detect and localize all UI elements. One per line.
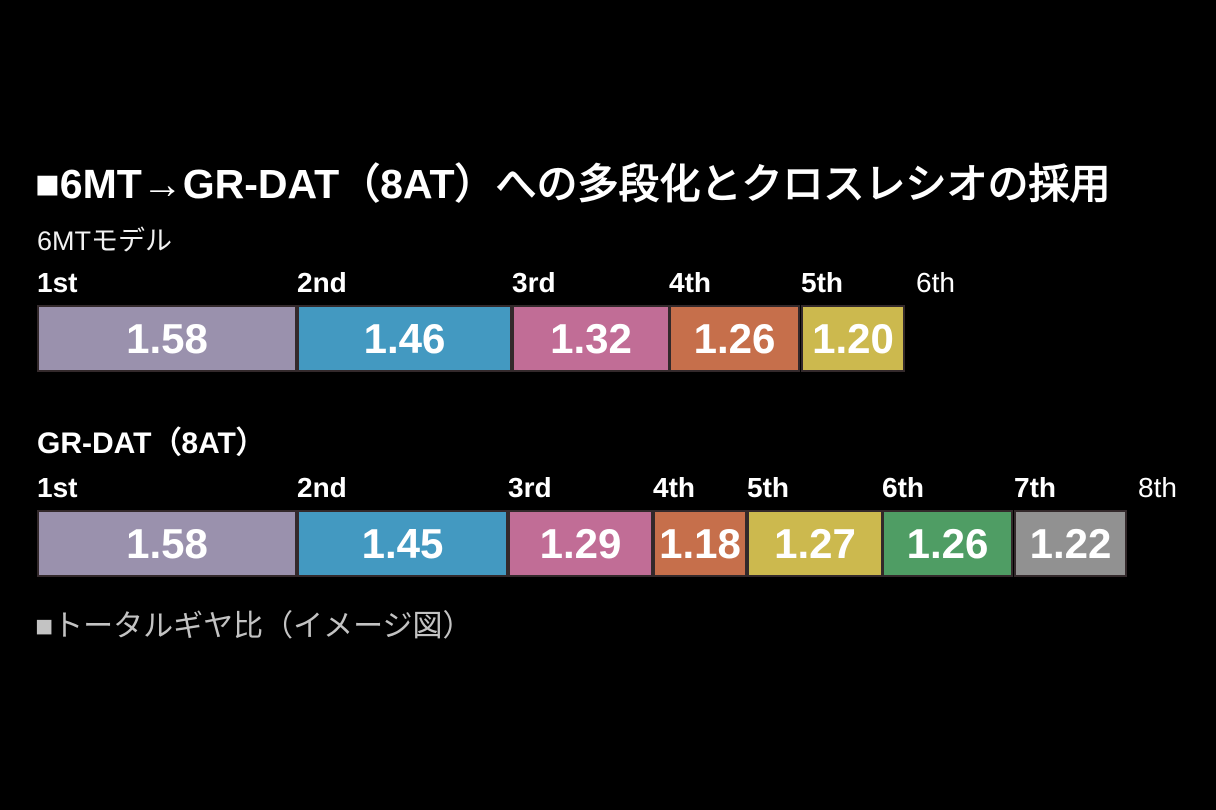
gear-label-1st: 1st	[37, 472, 78, 503]
gear-bar-row-6mt: 1st 1.58 2nd 1.46 3rd 1.32 4th 1.26 5th 1.20 6th	[37, 267, 1202, 379]
gear-step-ratio-value: 1.26	[693, 314, 776, 362]
gear-step-segment-4th: 1.18	[653, 510, 747, 577]
gear-step-ratio-value: 1.29	[539, 519, 622, 567]
gear-step-segment-5th: 1.27	[747, 510, 883, 577]
gear-label-5th: 5th	[801, 267, 843, 298]
gear-step-segment-2nd: 1.46	[297, 305, 512, 372]
gear-step-ratio-value: 1.20	[812, 314, 894, 362]
page-title: ■6MT→GR-DAT（8AT）への多段化とクロスレシオの採用	[35, 161, 1111, 207]
gear-step-segment-3rd: 1.29	[508, 510, 653, 577]
gear-bar-row-8at: 1st 1.58 2nd 1.45 3rd 1.29 4th 1.18 5th 1.27 6th 1.…	[37, 472, 1202, 584]
model-label-8at: GR-DAT（8AT）	[37, 427, 266, 460]
gear-step-ratio-value: 1.58	[126, 314, 208, 362]
gear-step-segment-2nd: 1.45	[297, 510, 508, 577]
gear-label-6th: 6th	[882, 472, 924, 503]
gear-step-ratio-value: 1.32	[550, 314, 632, 362]
gear-step-ratio-value: 1.45	[361, 519, 444, 567]
gear-step-segment-5th: 1.20	[801, 305, 905, 372]
gear-label-8th: 8th	[1138, 472, 1177, 503]
gear-label-2nd: 2nd	[297, 267, 347, 298]
gear-step-segment-3rd: 1.32	[512, 305, 670, 372]
gear-step-segment-1st: 1.58	[37, 510, 297, 577]
caption-total-gear-ratio: ■トータルギヤ比（イメージ図）	[35, 610, 473, 643]
gear-step-segment-4th: 1.26	[669, 305, 800, 372]
gear-label-6th: 6th	[916, 267, 955, 298]
gear-step-segment-1st: 1.58	[37, 305, 297, 372]
gear-step-ratio-value: 1.58	[126, 519, 208, 567]
gear-step-ratio-value: 1.27	[774, 519, 856, 567]
gear-step-ratio-value: 1.26	[906, 519, 989, 567]
gear-label-7th: 7th	[1014, 472, 1056, 503]
gear-label-1st: 1st	[37, 267, 78, 298]
gear-step-ratio-value: 1.22	[1029, 519, 1112, 567]
gear-label-4th: 4th	[669, 267, 711, 298]
gear-label-5th: 5th	[747, 472, 789, 503]
gear-step-ratio-value: 1.46	[363, 314, 446, 362]
gear-label-4th: 4th	[653, 472, 695, 503]
gear-label-3rd: 3rd	[512, 267, 556, 298]
gear-label-2nd: 2nd	[297, 472, 347, 503]
gear-step-ratio-value: 1.18	[659, 519, 741, 567]
model-label-6mt: 6MTモデル	[37, 226, 172, 256]
gear-label-3rd: 3rd	[508, 472, 552, 503]
gear-step-segment-7th: 1.22	[1014, 510, 1127, 577]
gear-step-segment-6th: 1.26	[882, 510, 1013, 577]
